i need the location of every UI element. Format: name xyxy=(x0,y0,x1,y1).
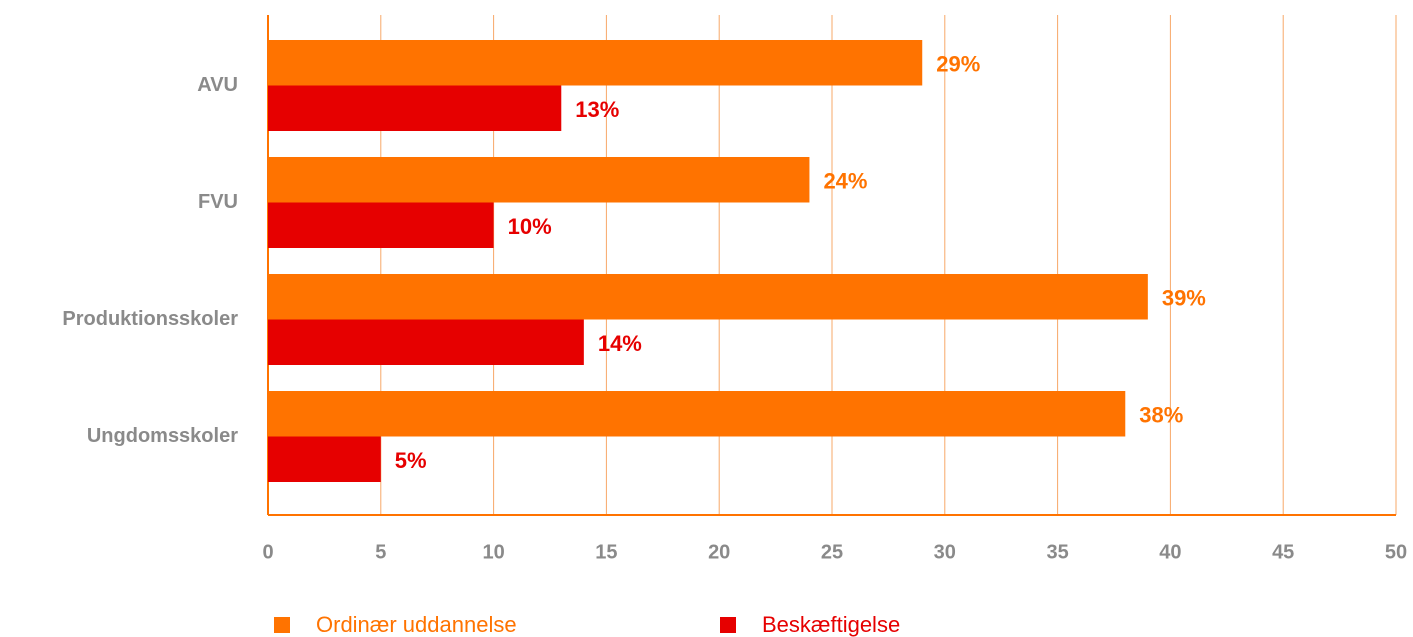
category-label: Produktionsskoler xyxy=(62,308,238,330)
x-tick-label: 35 xyxy=(1046,541,1068,563)
category-label: Ungdomsskoler xyxy=(87,425,238,447)
bar xyxy=(268,391,1126,437)
category-label: AVU xyxy=(197,74,238,96)
bar xyxy=(268,85,562,131)
bar xyxy=(268,274,1148,320)
legend-swatch xyxy=(274,617,290,633)
data-label: 14% xyxy=(598,331,642,356)
bar xyxy=(268,436,381,482)
data-label: 5% xyxy=(395,448,427,473)
category-label: FVU xyxy=(198,191,238,213)
x-tick-label: 40 xyxy=(1159,541,1181,563)
x-tick-label: 50 xyxy=(1385,541,1407,563)
bar xyxy=(268,319,584,365)
bar xyxy=(268,202,494,248)
x-tick-label: 30 xyxy=(934,541,956,563)
data-label: 13% xyxy=(575,97,619,122)
x-tick-label: 15 xyxy=(595,541,617,563)
x-tick-label: 10 xyxy=(482,541,504,563)
legend-label: Ordinær uddannelse xyxy=(316,612,517,637)
x-tick-label: 0 xyxy=(262,541,273,563)
legend-swatch xyxy=(720,617,736,633)
data-label: 29% xyxy=(936,52,980,77)
x-tick-label: 45 xyxy=(1272,541,1294,563)
data-label: 39% xyxy=(1162,286,1206,311)
x-tick-label: 5 xyxy=(375,541,386,563)
legend-label: Beskæftigelse xyxy=(762,612,900,637)
x-tick-label: 20 xyxy=(708,541,730,563)
data-label: 38% xyxy=(1139,403,1183,428)
bar xyxy=(268,157,810,203)
data-label: 10% xyxy=(508,214,552,239)
bar xyxy=(268,40,923,86)
x-tick-label: 25 xyxy=(821,541,843,563)
data-label: 24% xyxy=(823,169,867,194)
